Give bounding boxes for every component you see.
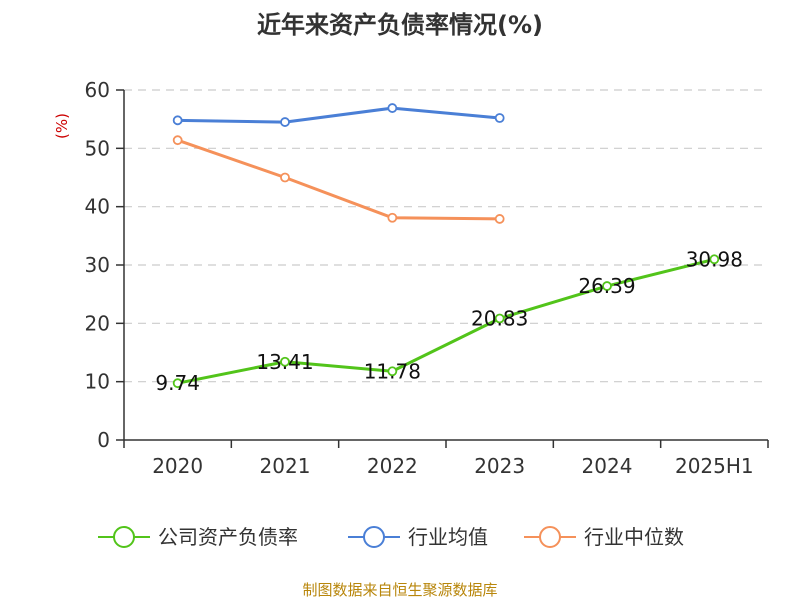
data-point <box>280 172 290 183</box>
data-point <box>172 135 183 146</box>
series-layer <box>172 103 720 389</box>
data-point <box>602 281 612 291</box>
x-tick-label: 2025H1 <box>675 454 754 478</box>
y-tick-label: 20 <box>85 311 110 335</box>
legend-label: 公司资产负债率 <box>158 525 298 549</box>
data-point <box>280 117 290 127</box>
legend-swatch-marker <box>363 526 385 548</box>
chart-title: 近年来资产负债率情况(%) <box>257 11 543 39</box>
data-point <box>387 103 398 113</box>
y-tick-label: 60 <box>85 78 110 102</box>
axis-layer: 0 10 20 30 40 50 60 2020 2021 2022 2023 2024 2025H1 <box>85 78 769 478</box>
legend-swatch-marker <box>113 526 135 548</box>
data-label: 9.74 <box>155 371 200 395</box>
y-tick-label: 0 <box>97 428 110 452</box>
data-point <box>709 254 720 265</box>
legend-label: 行业均值 <box>408 525 488 549</box>
series-line-1 <box>176 106 502 124</box>
data-label: 26.39 <box>578 274 635 298</box>
data-point <box>280 356 290 367</box>
data-point <box>172 115 183 126</box>
grid-layer <box>124 89 768 383</box>
x-tick-label: 2020 <box>152 454 203 478</box>
data-point <box>494 214 505 224</box>
data-label: 30.98 <box>686 247 743 271</box>
data-point <box>387 366 398 377</box>
y-tick-label: 10 <box>85 370 110 394</box>
y-tick-label: 50 <box>85 136 110 160</box>
series-line-0 <box>176 257 716 385</box>
series-line-2 <box>176 138 502 221</box>
data-point <box>494 313 505 324</box>
legend-label: 行业中位数 <box>584 525 684 549</box>
data-label: 11.78 <box>364 359 421 383</box>
legend: 公司资产负债率 行业均值 行业中位数 <box>98 525 684 549</box>
source-note: 制图数据来自恒生聚源数据库 <box>302 581 497 599</box>
x-tick-label: 2023 <box>474 454 525 478</box>
x-tick-label: 2021 <box>260 454 311 478</box>
x-tick-label: 2024 <box>582 454 633 478</box>
y-tick-label: 40 <box>85 195 110 219</box>
data-label: 20.83 <box>471 306 528 330</box>
data-point <box>494 113 505 123</box>
data-point <box>387 212 398 223</box>
data-label-layer: 9.74 13.41 11.78 20.83 26.39 30.98 <box>155 247 743 395</box>
x-tick-label: 2022 <box>367 454 418 478</box>
y-axis-label: (%) <box>53 113 71 139</box>
y-tick-label: 30 <box>85 253 110 277</box>
data-label: 13.41 <box>256 350 313 374</box>
legend-swatch-marker <box>539 526 561 548</box>
data-point <box>172 378 183 389</box>
